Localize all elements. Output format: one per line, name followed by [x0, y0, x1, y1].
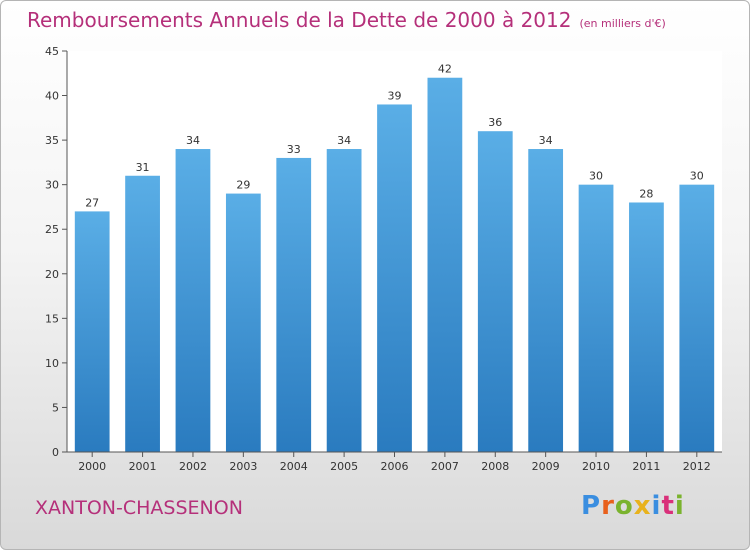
bar — [225, 193, 261, 453]
bar — [125, 175, 160, 452]
chart-title-text: Remboursements Annuels de la Dette de 20… — [27, 8, 572, 32]
y-tick-label: 20 — [45, 268, 59, 281]
x-tick-label: 2002 — [179, 460, 207, 473]
bars: 27 31 34 29 33 34 39 42 36 34 30 28 30 — [74, 63, 715, 453]
bar-value-label: 39 — [388, 89, 402, 102]
x-tick-label: 2007 — [431, 460, 459, 473]
y-tick-label: 0 — [52, 446, 59, 459]
bar — [326, 149, 362, 452]
proxiti-logo[interactable]: Proxiti — [581, 491, 685, 521]
chart-title: Remboursements Annuels de la Dette de 20… — [27, 8, 666, 32]
y-tick-label: 15 — [45, 312, 59, 325]
bar-value-label: 27 — [85, 196, 99, 209]
y-axis: 0 5 10 15 20 25 30 35 40 45 — [45, 45, 68, 459]
bar-value-label: 42 — [438, 63, 452, 76]
bar-value-label: 29 — [236, 179, 250, 192]
commune-name: XANTON-CHASSENON — [35, 497, 243, 519]
bar-value-label: 36 — [488, 116, 502, 129]
x-tick-label: 2010 — [582, 460, 610, 473]
bar — [427, 77, 463, 452]
chart-subtitle: (en milliers d'€) — [579, 17, 666, 30]
x-tick-label: 2000 — [78, 460, 106, 473]
x-tick-label: 2012 — [683, 460, 711, 473]
logo-letter: o — [614, 491, 634, 521]
y-tick-label: 40 — [45, 90, 59, 103]
y-tick-label: 35 — [45, 134, 59, 147]
bar-value-label: 34 — [539, 134, 553, 147]
x-tick-label: 2006 — [381, 460, 409, 473]
y-tick-label: 5 — [52, 401, 59, 414]
bar — [629, 202, 664, 452]
y-tick-label: 25 — [45, 223, 59, 236]
x-axis: 2000 2001 2002 2003 2004 2005 2006 2007 2008 2009… — [67, 451, 722, 473]
logo-letter: i — [674, 491, 685, 521]
bar-value-label: 30 — [589, 170, 603, 183]
bar — [74, 211, 110, 452]
x-tick-label: 2008 — [481, 460, 509, 473]
bar — [679, 184, 715, 452]
y-tick-label: 45 — [45, 45, 59, 58]
logo-letter: r — [601, 491, 615, 521]
logo-letter: P — [581, 491, 602, 521]
x-tick-label: 2001 — [129, 460, 157, 473]
bar — [175, 149, 211, 452]
x-tick-label: 2003 — [229, 460, 257, 473]
bar — [377, 104, 412, 452]
x-tick-label: 2011 — [632, 460, 660, 473]
bar — [276, 157, 312, 452]
bar-value-label: 31 — [136, 161, 150, 174]
bar-value-label: 28 — [639, 187, 653, 200]
y-tick-label: 30 — [45, 179, 59, 192]
bar-value-label: 30 — [690, 170, 704, 183]
logo-letter: i — [651, 491, 662, 521]
bar — [528, 149, 564, 452]
logo-letter: t — [661, 491, 675, 521]
bar — [477, 131, 513, 452]
x-tick-label: 2005 — [330, 460, 358, 473]
bar-value-label: 34 — [186, 134, 200, 147]
x-tick-label: 2009 — [532, 460, 560, 473]
logo-letter: x — [633, 491, 652, 521]
x-tick-label: 2004 — [280, 460, 308, 473]
bar — [578, 184, 614, 452]
y-tick-label: 10 — [45, 357, 59, 370]
bar-value-label: 34 — [337, 134, 351, 147]
bar-value-label: 33 — [287, 143, 301, 156]
